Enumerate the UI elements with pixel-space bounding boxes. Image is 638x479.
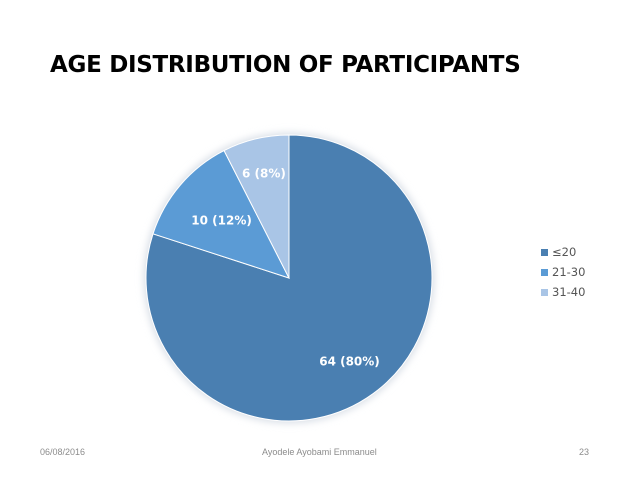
legend-label: ≤20 <box>552 245 576 259</box>
chart-legend: ≤20 21-30 31-40 <box>541 245 585 299</box>
legend-swatch <box>541 249 548 256</box>
legend-swatch <box>541 269 548 276</box>
slide-title: AGE DISTRIBUTION OF PARTICIPANTS <box>50 52 521 78</box>
footer-page-number: 23 <box>579 447 590 457</box>
pie-data-labels: 64 (80%) 10 (12%) 6 (8%) <box>191 167 380 369</box>
footer-date: 06/08/2016 <box>40 447 86 457</box>
pie-slice <box>152 149 290 279</box>
pie-slice <box>223 134 290 279</box>
legend-label: 31-40 <box>552 285 585 299</box>
slice-data-label: 64 (80%) <box>319 354 380 368</box>
slice-data-label: 6 (8%) <box>242 167 286 181</box>
footer-author: Ayodele Ayobami Emmanuel <box>262 447 377 457</box>
legend-swatch <box>541 289 548 296</box>
pie-slices <box>145 134 433 422</box>
legend-label: 21-30 <box>552 265 585 279</box>
slice-data-label: 10 (12%) <box>191 213 252 227</box>
